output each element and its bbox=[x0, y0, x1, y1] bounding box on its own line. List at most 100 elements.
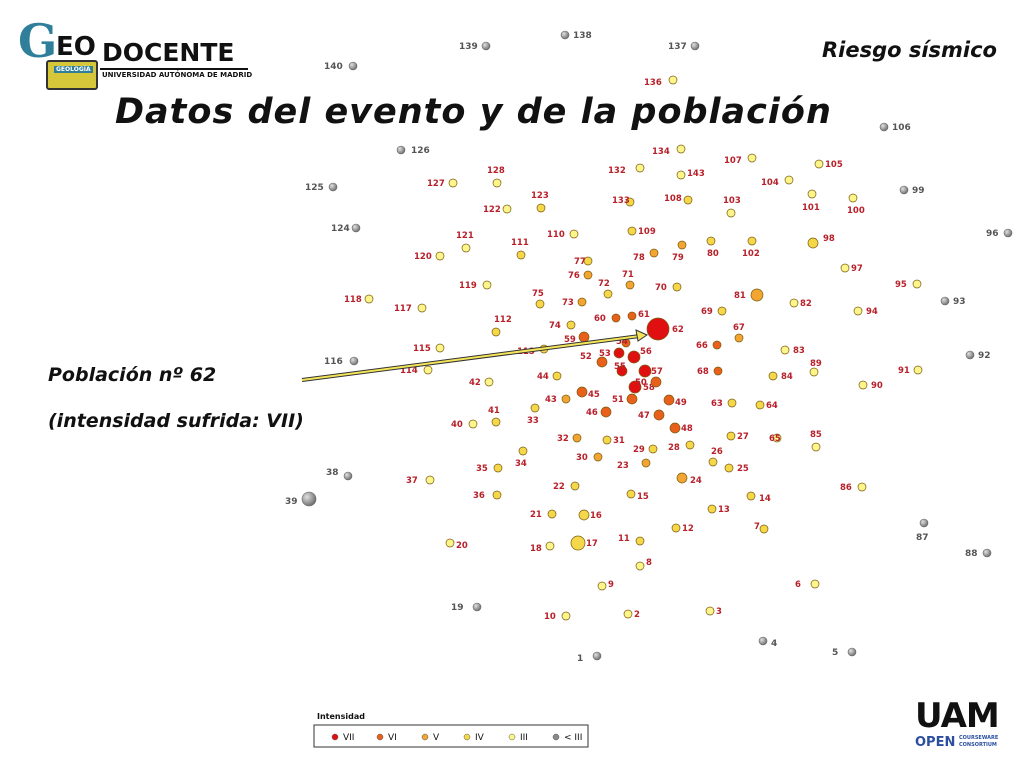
town-marker: 43 bbox=[545, 394, 571, 405]
legend-swatch bbox=[331, 733, 339, 741]
town-dot bbox=[482, 280, 492, 290]
town-label: 23 bbox=[617, 461, 629, 471]
town-label: 73 bbox=[562, 298, 574, 308]
town-dot bbox=[747, 236, 757, 246]
town-label: 98 bbox=[823, 234, 835, 244]
town-marker: 5 bbox=[832, 647, 857, 658]
town-label: 44 bbox=[537, 372, 549, 382]
town-marker: 55 bbox=[614, 362, 628, 377]
town-dot bbox=[635, 536, 645, 546]
town-label: 106 bbox=[892, 123, 911, 133]
town-marker: 124 bbox=[331, 223, 361, 234]
town-label: 83 bbox=[793, 346, 805, 356]
town-marker: 41 bbox=[488, 406, 501, 427]
town-marker: 46 bbox=[586, 406, 612, 418]
town-dot bbox=[530, 403, 540, 413]
town-label: 84 bbox=[781, 372, 793, 382]
town-marker: 35 bbox=[476, 463, 503, 474]
town-marker: 74 bbox=[549, 320, 576, 331]
town-label: 11 bbox=[618, 534, 630, 544]
town-dot bbox=[576, 386, 588, 398]
town-label: 55 bbox=[614, 362, 626, 372]
town-dot bbox=[747, 153, 757, 163]
town-label: 126 bbox=[411, 146, 430, 156]
town-marker: 116 bbox=[324, 356, 359, 367]
town-label: 80 bbox=[707, 249, 719, 259]
town-dot bbox=[518, 446, 528, 456]
town-marker: 77 bbox=[574, 256, 593, 267]
town-label: 78 bbox=[633, 253, 645, 263]
town-dot bbox=[328, 182, 338, 192]
legend-label: III bbox=[520, 733, 528, 743]
legend-label: VII bbox=[343, 733, 354, 743]
town-marker: 96 bbox=[986, 228, 1013, 239]
town-marker: 6 bbox=[795, 579, 820, 590]
town-marker: 13 bbox=[707, 504, 730, 515]
town-label: 125 bbox=[305, 183, 324, 193]
town-marker: 120 bbox=[414, 251, 445, 262]
town-marker: 76 bbox=[568, 270, 593, 281]
town-marker: 49 bbox=[663, 394, 687, 408]
town-label: 138 bbox=[573, 31, 592, 41]
town-label: 12 bbox=[682, 524, 694, 534]
town-label: 117 bbox=[394, 304, 412, 314]
town-label: 88 bbox=[965, 549, 978, 559]
town-marker: 11 bbox=[618, 534, 645, 546]
town-label: 118 bbox=[344, 295, 362, 305]
town-dot bbox=[502, 204, 512, 214]
town-dot bbox=[653, 409, 665, 421]
logo-g-letter: G bbox=[18, 14, 58, 68]
town-label: 4 bbox=[771, 639, 777, 649]
town-marker: 115 bbox=[413, 343, 445, 354]
town-marker: 117 bbox=[394, 303, 427, 314]
town-dot bbox=[726, 208, 736, 218]
town-label: 64 bbox=[766, 401, 778, 411]
uam-opencourseware-logo: UAM OPEN COURSEWARE CONSORTIUM bbox=[915, 696, 1005, 752]
town-marker: 32 bbox=[557, 433, 582, 444]
town-dot bbox=[677, 240, 687, 250]
logo-docente: DOCENTE bbox=[102, 38, 235, 67]
town-marker: 33 bbox=[527, 403, 540, 426]
town-dot bbox=[646, 317, 670, 341]
town-marker: 60 bbox=[594, 313, 621, 324]
town-marker: 27 bbox=[726, 431, 749, 442]
town-marker: 36 bbox=[473, 490, 502, 501]
town-marker: 73 bbox=[562, 297, 587, 308]
town-dot bbox=[724, 463, 734, 473]
town-dot bbox=[603, 289, 613, 299]
town-marker: 93 bbox=[940, 296, 966, 307]
town-dot bbox=[706, 236, 716, 246]
town-marker: 84 bbox=[768, 371, 793, 382]
town-dot bbox=[445, 538, 455, 548]
town-marker: 138 bbox=[560, 30, 592, 41]
town-marker: 139 bbox=[459, 41, 491, 52]
town-dot bbox=[592, 651, 602, 661]
town-marker: 16 bbox=[578, 509, 602, 521]
town-dot bbox=[561, 611, 571, 621]
town-marker: 99 bbox=[899, 185, 925, 196]
town-dot bbox=[301, 491, 317, 507]
population-arrow bbox=[301, 329, 649, 382]
town-label: 42 bbox=[469, 378, 481, 388]
town-dot bbox=[727, 398, 737, 408]
town-marker: 143 bbox=[676, 169, 705, 180]
town-marker: 90 bbox=[858, 380, 883, 391]
uam-open-text: OPEN bbox=[915, 735, 956, 750]
town-label: 72 bbox=[598, 279, 610, 289]
logo-eo: EO bbox=[56, 32, 96, 62]
town-label: 65 bbox=[769, 434, 781, 444]
town-dot bbox=[750, 288, 764, 302]
town-marker: 42 bbox=[469, 377, 494, 388]
town-dot bbox=[627, 226, 637, 236]
town-marker: 28 bbox=[668, 440, 695, 453]
town-dot bbox=[611, 313, 621, 323]
town-marker: 108 bbox=[664, 194, 693, 205]
town-label: 90 bbox=[871, 381, 883, 391]
town-dot bbox=[536, 203, 546, 213]
map-background bbox=[288, 22, 1021, 762]
town-marker: 140 bbox=[324, 61, 358, 72]
town-marker: 3 bbox=[705, 606, 722, 617]
town-dot bbox=[547, 509, 557, 519]
town-label: 100 bbox=[847, 206, 865, 216]
subject-title: Riesgo sísmico bbox=[821, 38, 997, 62]
